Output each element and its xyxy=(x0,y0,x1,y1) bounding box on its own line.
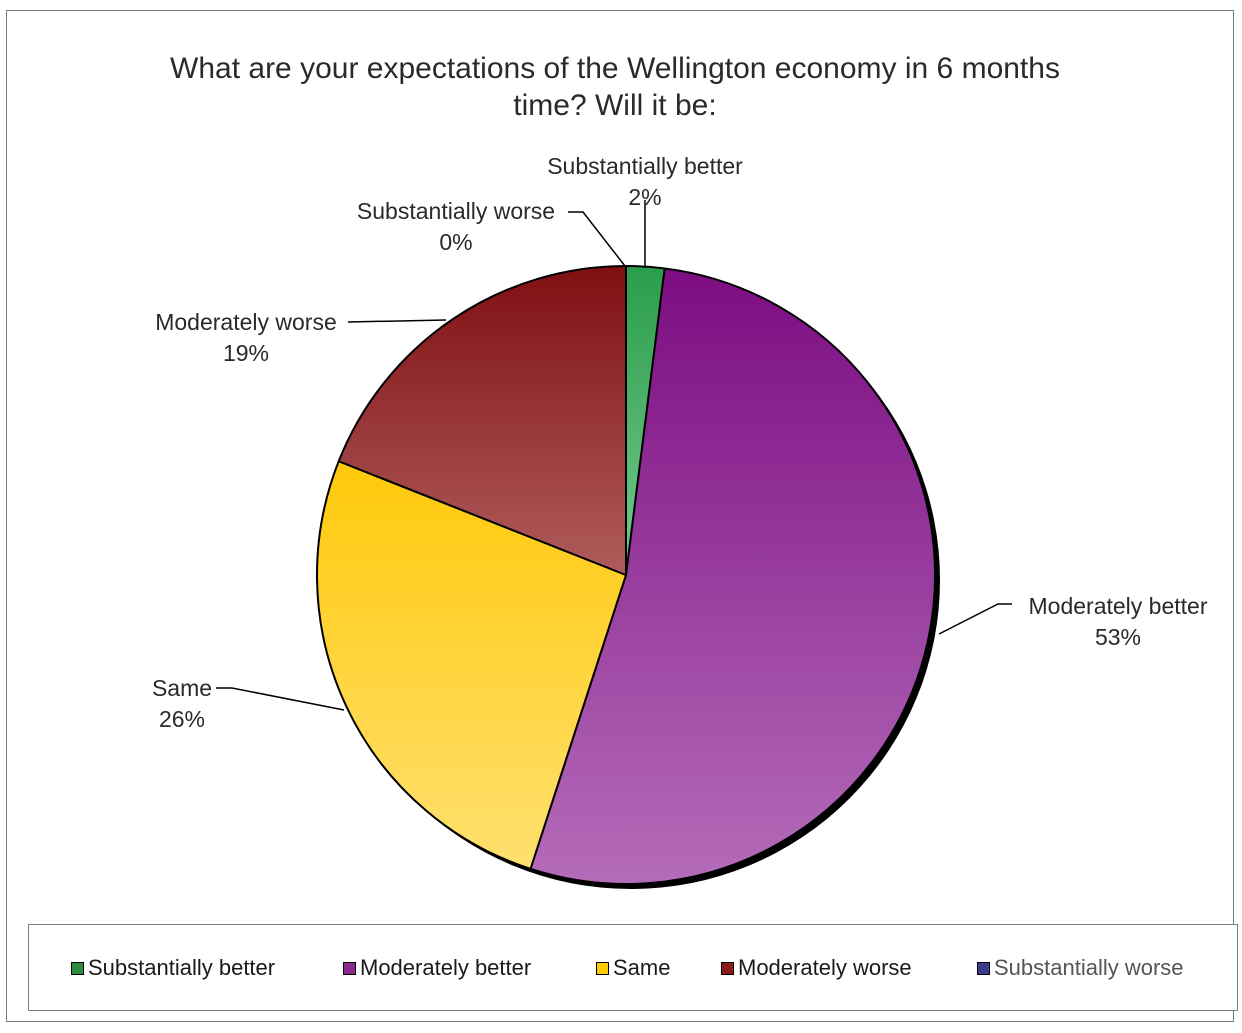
data-label-value-substantially-better: 2% xyxy=(628,184,661,210)
data-label-name-substantially-better: Substantially better xyxy=(547,153,743,179)
legend-swatch-substantially-worse xyxy=(977,961,990,975)
data-label-name-substantially-worse: Substantially worse xyxy=(357,198,555,224)
legend-label-moderately-better: Moderately better xyxy=(360,955,532,980)
data-label-value-same: 26% xyxy=(159,706,205,732)
data-label-value-moderately-better: 53% xyxy=(1095,624,1141,650)
pie-data-labels: Substantially better 2% Moderately better 5… xyxy=(152,153,1208,732)
pie-slice-same xyxy=(316,460,627,870)
legend-item-substantially-worse: Substantially worse xyxy=(977,955,1184,981)
legend-label-substantially-better: Substantially better xyxy=(88,955,276,980)
legend-label-substantially-worse: Substantially worse xyxy=(994,955,1184,980)
chart-title-line-1: What are your expectations of the Wellin… xyxy=(170,52,1060,85)
data-label-name-moderately-worse: Moderately worse xyxy=(155,309,337,335)
legend-item-substantially-better: Substantially better xyxy=(71,955,275,981)
legend-swatch-same xyxy=(596,961,609,975)
leader-line-same xyxy=(216,687,345,711)
legend-swatch-moderately-worse xyxy=(721,961,734,975)
data-label-value-moderately-worse: 19% xyxy=(223,340,269,366)
pie-slices xyxy=(316,265,936,885)
data-label-name-same: Same xyxy=(152,675,212,701)
legend-swatch-moderately-better xyxy=(343,961,356,975)
legend-label-moderately-worse: Moderately worse xyxy=(738,955,912,980)
pie-slice-moderately-worse xyxy=(337,265,627,576)
leader-line-moderately-better xyxy=(938,603,1012,635)
leader-line-substantially-worse xyxy=(568,211,626,267)
data-label-value-substantially-worse: 0% xyxy=(439,229,472,255)
chart-title-line-2: time? Will it be: xyxy=(513,89,717,122)
chart-legend: Substantially better Moderately better S… xyxy=(28,924,1238,1011)
legend-item-same: Same xyxy=(596,955,670,981)
data-label-name-moderately-better: Moderately better xyxy=(1029,593,1208,619)
legend-item-moderately-better: Moderately better xyxy=(343,955,531,981)
legend-label-same: Same xyxy=(613,955,671,980)
legend-item-moderately-worse: Moderately worse xyxy=(721,955,912,981)
leader-line-moderately-worse xyxy=(347,319,447,323)
chart-title: What are your expectations of the Wellin… xyxy=(100,50,1130,124)
pie-slice-moderately-better xyxy=(529,267,936,885)
pie-leader-lines xyxy=(216,200,1012,711)
legend-swatch-substantially-better xyxy=(71,961,84,975)
